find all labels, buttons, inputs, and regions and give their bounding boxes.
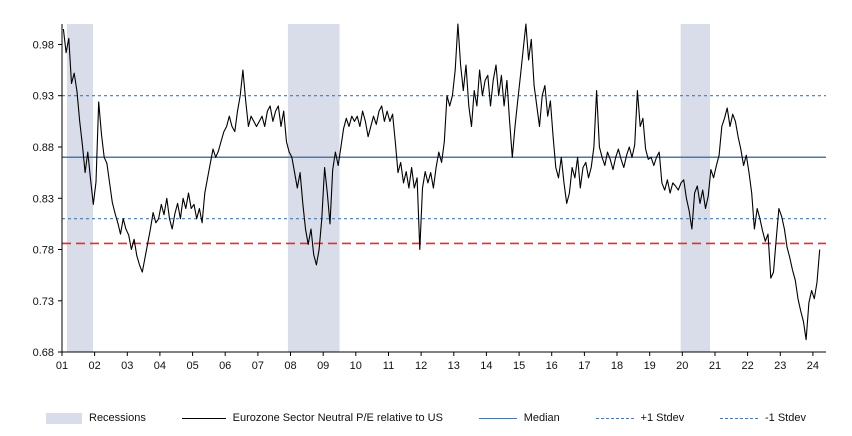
pe-relative-chart-svg: 0.68 0.73 0.78 0.83 0.88 0.93 0.98 01 02 03 04 05 06… — [33, 23, 826, 372]
y-tick-label: 0.83 — [33, 193, 54, 205]
y-tick-label: 0.88 — [33, 142, 54, 154]
x-tick-label: 10 — [350, 360, 362, 372]
legend-item-median: Median — [478, 412, 560, 424]
legend-label-minus-1-stdev: -1 Stdev — [765, 412, 806, 424]
x-tick-label: 20 — [676, 360, 688, 372]
x-tick-label: 12 — [415, 360, 427, 372]
legend-label-series: Eurozone Sector Neutral P/E relative to … — [232, 412, 443, 424]
legend-item-plus-1-stdev: +1 Stdev — [595, 412, 685, 424]
legend-label-plus-1-stdev: +1 Stdev — [640, 412, 685, 424]
x-tick-label: 05 — [186, 360, 198, 372]
x-tick-label: 07 — [252, 360, 264, 372]
x-tick-label: 19 — [644, 360, 656, 372]
x-tick-label: 09 — [317, 360, 329, 372]
x-tick-label: 11 — [383, 360, 394, 372]
x-tick-label: 14 — [480, 360, 492, 372]
minus-1-stdev-swatch — [720, 417, 758, 419]
x-tick-label: 01 — [56, 360, 68, 372]
legend-item-minus-1-stdev: -1 Stdev — [720, 412, 806, 424]
plus-1-stdev-swatch — [595, 417, 634, 419]
legend-item-recessions: Recessions — [46, 412, 146, 424]
y-tick-label: 0.68 — [33, 347, 54, 359]
x-tick-label: 24 — [807, 360, 819, 372]
recession-band — [680, 24, 711, 352]
x-tick-label: 04 — [154, 360, 166, 372]
x-tick-label: 16 — [546, 360, 558, 372]
recession-band-swatch — [46, 412, 82, 424]
legend-label-recessions: Recessions — [89, 412, 146, 424]
x-tick-label: 08 — [284, 360, 296, 372]
x-tick-label: 02 — [88, 360, 100, 372]
x-tick-label: 23 — [774, 360, 786, 372]
y-tick-label: 0.98 — [33, 40, 54, 52]
x-tick-label: 15 — [513, 360, 525, 372]
series-line-swatch — [181, 417, 226, 419]
pe-series-line — [62, 23, 821, 341]
median-line-swatch — [478, 417, 517, 419]
x-tick-label: 06 — [219, 360, 231, 372]
x-tick-label: 03 — [121, 360, 133, 372]
x-tick-label: 22 — [741, 360, 753, 372]
y-tick-label: 0.78 — [33, 245, 54, 257]
legend-item-series: Eurozone Sector Neutral P/E relative to … — [181, 412, 443, 424]
x-tick-label: 17 — [578, 360, 590, 372]
chart-legend: Recessions Eurozone Sector Neutral P/E r… — [0, 412, 852, 424]
y-tick-label: 0.73 — [33, 296, 54, 308]
y-tick-label: 0.93 — [33, 91, 54, 103]
x-tick-label: 21 — [709, 360, 721, 372]
recession-band — [287, 24, 340, 352]
x-tick-label: 18 — [611, 360, 623, 372]
legend-label-median: Median — [523, 412, 560, 424]
x-tick-label: 13 — [448, 360, 460, 372]
